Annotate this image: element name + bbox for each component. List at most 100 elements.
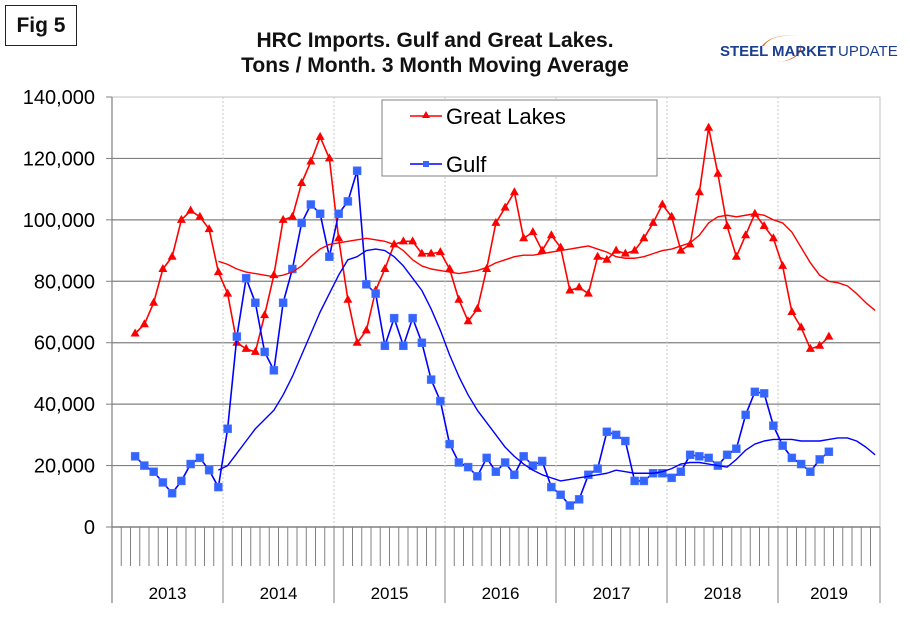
great-lakes-point <box>741 230 751 239</box>
y-tick-label: 80,000 <box>34 271 95 293</box>
great-lakes-point <box>149 297 159 306</box>
gulf-point <box>260 347 269 357</box>
great-lakes-point <box>324 153 334 162</box>
great-lakes-point <box>287 211 297 220</box>
gulf-point <box>630 476 639 486</box>
y-tick-label: 100,000 <box>23 210 95 232</box>
great-lakes-point <box>139 319 149 328</box>
gulf-point <box>621 436 630 446</box>
gulf-point <box>759 389 769 398</box>
y-tick-label: 0 <box>84 517 95 539</box>
great-lakes-point <box>426 248 436 257</box>
great-lakes-point <box>380 264 390 272</box>
gulf-point <box>306 200 316 209</box>
great-lakes-point <box>260 310 270 319</box>
legend-label-great-lakes: Great Lakes <box>446 104 566 129</box>
great-lakes-point <box>195 211 205 220</box>
chart-title-line-2: Tons / Month. 3 Month Moving Average <box>241 54 629 77</box>
great-lakes-point <box>158 264 168 272</box>
gulf-point <box>667 473 676 483</box>
gulf-point <box>769 421 778 430</box>
gulf-point <box>408 313 417 323</box>
y-tick-label: 40,000 <box>34 394 95 416</box>
svg-text:MARKET: MARKET <box>772 43 836 60</box>
gulf-point <box>186 459 195 469</box>
great-lakes-point <box>768 233 778 242</box>
great-lakes-point <box>361 325 371 334</box>
great-lakes-point <box>509 187 519 196</box>
great-lakes-point <box>574 282 584 291</box>
gulf-point <box>796 459 806 469</box>
great-lakes-point <box>565 285 575 294</box>
great-lakes-point <box>796 322 806 331</box>
gulf-point <box>149 467 158 476</box>
great-lakes-point <box>463 316 473 325</box>
great-lakes-point <box>546 230 556 239</box>
gulf-point <box>445 439 454 449</box>
chart-title-line-1: HRC Imports. Gulf and Great Lakes. <box>256 29 614 52</box>
gulf-point <box>343 197 353 206</box>
great-lakes-point <box>667 211 677 220</box>
great-lakes-point <box>630 245 640 254</box>
great-lakes-point <box>556 242 566 251</box>
x-year-label: 2016 <box>482 584 520 603</box>
gulf-point <box>417 338 427 347</box>
great-lakes-point <box>398 236 408 245</box>
x-year-label: 2017 <box>593 584 631 603</box>
gulf-point <box>537 456 547 466</box>
gulf-point <box>371 289 380 298</box>
gulf-point <box>214 482 223 492</box>
great-lakes-point <box>639 233 649 242</box>
great-lakes-point <box>602 254 612 263</box>
gulf-point <box>251 298 260 308</box>
gulf-point <box>473 472 482 481</box>
great-lakes-point <box>528 227 538 236</box>
great-lakes-point <box>519 233 529 242</box>
svg-text:STEEL: STEEL <box>720 43 768 60</box>
gulf-point <box>232 332 242 341</box>
great-lakes-point <box>759 221 769 229</box>
gulf-point <box>658 469 667 478</box>
great-lakes-point <box>694 187 704 196</box>
gulf-point <box>389 313 399 323</box>
great-lakes-point <box>713 168 723 177</box>
gulf-point <box>695 452 704 461</box>
x-year-label: 2013 <box>149 584 187 603</box>
gulf-point <box>778 441 787 450</box>
great-lakes-point <box>731 251 741 260</box>
great-lakes-point <box>223 288 233 297</box>
great-lakes-point <box>620 248 630 257</box>
great-lakes-point <box>334 233 344 242</box>
great-lakes-point <box>186 205 196 214</box>
great-lakes-point <box>176 214 186 223</box>
great-lakes-point <box>778 260 788 269</box>
gulf-point <box>177 476 186 486</box>
great-lakes-point <box>611 245 621 254</box>
series-line-gulf-trend <box>218 248 876 482</box>
great-lakes-point <box>491 217 501 226</box>
great-lakes-point <box>204 224 214 233</box>
x-year-label: 2015 <box>371 584 409 603</box>
gulf-point <box>611 430 621 440</box>
gulf-point <box>639 476 649 486</box>
series-line-gulf <box>134 169 830 507</box>
legend-triangle-icon <box>422 111 430 118</box>
gulf-point <box>362 280 371 289</box>
gulf-point <box>824 447 834 456</box>
great-lakes-point <box>815 340 825 349</box>
figure-label: Fig 5 <box>5 5 77 46</box>
great-lakes-point <box>657 199 667 208</box>
gulf-point <box>584 470 593 480</box>
great-lakes-point <box>435 247 445 256</box>
logo-swoosh-icon: STEEL MARKET UPDATE <box>720 35 898 62</box>
gulf-point <box>426 375 436 384</box>
gulf-point <box>685 450 695 460</box>
gulf-point <box>140 461 149 470</box>
great-lakes-point <box>500 202 510 211</box>
great-lakes-point <box>472 303 482 312</box>
y-tick-label: 20,000 <box>34 456 95 478</box>
gulf-point <box>278 298 288 308</box>
gulf-point <box>241 273 251 283</box>
y-tick-label: 120,000 <box>23 148 95 170</box>
